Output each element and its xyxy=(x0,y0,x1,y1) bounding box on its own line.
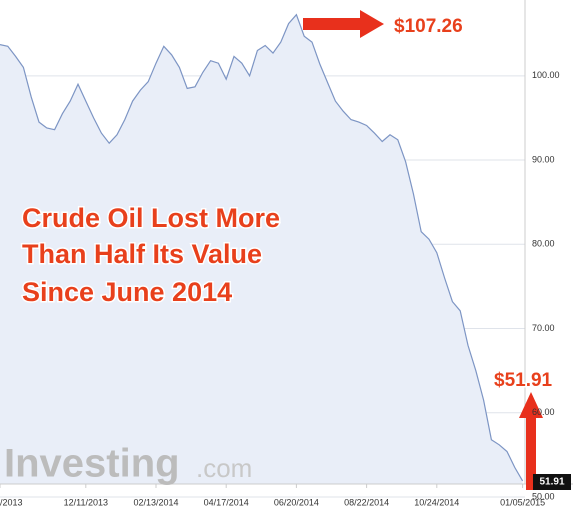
y-tick-label: 90.00 xyxy=(532,154,555,164)
callout: $107.26 xyxy=(394,16,463,37)
callout: $51.91 xyxy=(494,370,553,391)
x-tick-label: 09/25/2013 xyxy=(0,497,23,507)
area xyxy=(0,14,523,484)
watermark-brand: Investing xyxy=(4,442,180,486)
y-tick-label: 80.00 xyxy=(532,239,555,249)
headline: Crude Oil Lost More xyxy=(22,203,280,233)
x-tick-label: 04/17/2014 xyxy=(204,497,249,507)
y-tick-label: 70.00 xyxy=(532,323,555,333)
arrow xyxy=(303,10,384,38)
x-tick-label: 12/11/2013 xyxy=(64,497,108,507)
x-tick-label: 08/22/2014 xyxy=(344,497,389,507)
y-tick-label: 60.00 xyxy=(532,407,555,417)
y-tick-label: 100.00 xyxy=(532,70,560,80)
arrow xyxy=(519,392,543,490)
x-tick-label: 06/20/2014 xyxy=(274,497,319,507)
watermark-suffix: .com xyxy=(196,453,252,483)
y-tick-label: 50.00 xyxy=(532,491,555,501)
x-tick-label: 02/13/2014 xyxy=(133,497,178,507)
headline: Than Half Its Value xyxy=(22,239,262,269)
price-tag: 51.91 xyxy=(539,477,564,488)
line xyxy=(0,13,524,482)
x-tick-label: 10/24/2014 xyxy=(414,497,459,507)
headline: Since June 2014 xyxy=(22,277,232,307)
plot-area xyxy=(0,13,525,498)
x-tick-label: 01/05/2015 xyxy=(500,497,545,507)
price-tag-box xyxy=(533,474,571,490)
